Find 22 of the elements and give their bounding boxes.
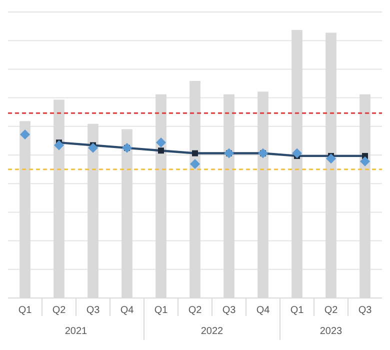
text: 2023 — [320, 326, 343, 337]
point — [20, 130, 30, 140]
text: 2021 — [64, 326, 88, 337]
point — [360, 156, 370, 166]
x-tick-label: Q3 — [86, 305, 100, 316]
x-tick-label: Q3 — [358, 305, 372, 316]
point — [54, 140, 64, 150]
point — [292, 148, 302, 158]
x-tick-label: Q3 — [222, 305, 236, 316]
x-tick-label: Q2 — [52, 305, 66, 316]
point — [156, 138, 166, 148]
x-tick-label: Q1 — [290, 305, 304, 316]
x-tick-label: Q2 — [188, 305, 202, 316]
x-tick-label: Q4 — [120, 305, 134, 316]
x-tick-label: Q4 — [256, 305, 270, 316]
x-tick-label: Q1 — [18, 305, 32, 316]
x-tick-label: Q2 — [324, 305, 338, 316]
text: 2022 — [200, 326, 224, 337]
point — [326, 154, 336, 164]
x-tick-label: Q1 — [154, 305, 168, 316]
point — [88, 142, 98, 153]
point — [190, 159, 200, 169]
